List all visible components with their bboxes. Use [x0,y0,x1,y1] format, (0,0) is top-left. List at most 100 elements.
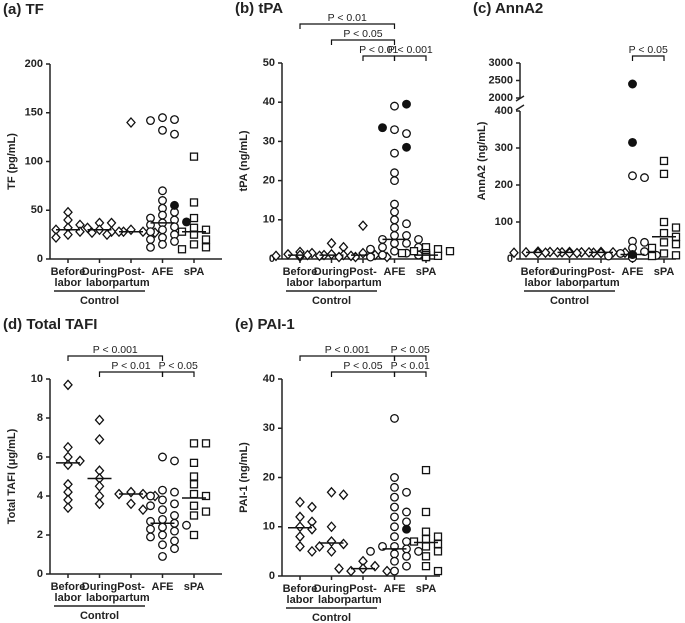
point [158,113,167,123]
bracket [330,371,396,377]
point [63,229,73,241]
point [94,480,105,492]
point [314,540,325,552]
point [326,486,337,498]
point [334,563,344,575]
point [421,552,431,561]
point [146,116,155,125]
point [189,240,199,249]
bracket [67,355,164,361]
point [295,496,305,508]
point [295,511,305,523]
point [170,236,179,246]
x-tick-label: sPA [184,266,205,278]
point [158,530,167,540]
y-tick-label: 10 [263,214,275,226]
point [126,117,136,128]
panel-title: (c) AnnA2 [473,0,543,17]
point [146,501,155,511]
y-tick-label: 40 [263,96,275,108]
y-tick-label: 4 [37,490,44,502]
point [421,534,431,544]
bracket-label: P < 0.01 [391,360,430,372]
point [170,456,179,466]
point [390,238,399,248]
y-tick-label: 2 [37,529,43,541]
point [659,228,669,238]
point [94,433,105,445]
point [102,229,112,241]
point [189,458,199,468]
point [390,512,399,522]
y-tick-label: 200 [495,179,513,191]
bracket-label: P < 0.001 [325,344,370,356]
point [158,125,167,135]
point [628,79,637,89]
bracket-label: P < 0.01 [111,360,150,372]
point [604,251,613,261]
point [390,473,399,482]
point [640,237,649,247]
point [326,248,337,260]
y-tick-label: 200 [25,58,43,70]
y-tick-label: 20 [263,471,275,483]
point [189,213,199,223]
point [390,148,399,158]
point [390,176,399,186]
point [158,514,167,524]
y-tick-label: 0 [37,253,43,265]
x-tick-label: AFE [152,266,174,278]
point [378,250,387,260]
point [146,532,155,542]
point [390,168,399,178]
point [358,247,368,259]
point [358,220,368,232]
point [433,532,443,541]
point [182,217,191,227]
bracket [161,371,195,377]
bracket-label: P < 0.05 [159,360,198,372]
point [402,561,411,571]
point [402,219,411,229]
x-tick-label: AFE [384,583,406,595]
y-tick-label: 30 [263,422,275,434]
point [126,498,136,510]
point [628,137,637,147]
x-tick-label: Post-partum [112,581,150,604]
point [189,198,199,207]
point [189,501,199,510]
point [158,505,167,515]
point [414,546,423,556]
point [402,129,411,139]
point [402,487,411,497]
point [170,129,179,139]
point [146,242,155,252]
point [326,237,337,249]
point [170,200,179,210]
point [338,538,349,550]
point [189,530,199,540]
point [390,522,399,532]
point [158,522,167,532]
y-tick-label: 0 [269,570,275,582]
point [158,225,167,235]
point [366,252,375,262]
y-tick-label: 8 [37,412,43,424]
x-tick-label: Post-partum [582,266,620,289]
bracket-label: P < 0.05 [629,44,668,56]
point [616,248,625,258]
point [94,414,105,426]
point [572,247,582,259]
point [75,226,85,238]
point [659,238,669,247]
point [170,115,179,125]
point [201,439,211,448]
point [271,250,281,262]
point [170,511,179,520]
bracket [299,23,396,29]
point [334,251,344,263]
point [126,224,136,236]
point [409,537,419,546]
bracket-label: P < 0.001 [388,44,433,56]
x-tick-label: sPA [654,266,675,278]
